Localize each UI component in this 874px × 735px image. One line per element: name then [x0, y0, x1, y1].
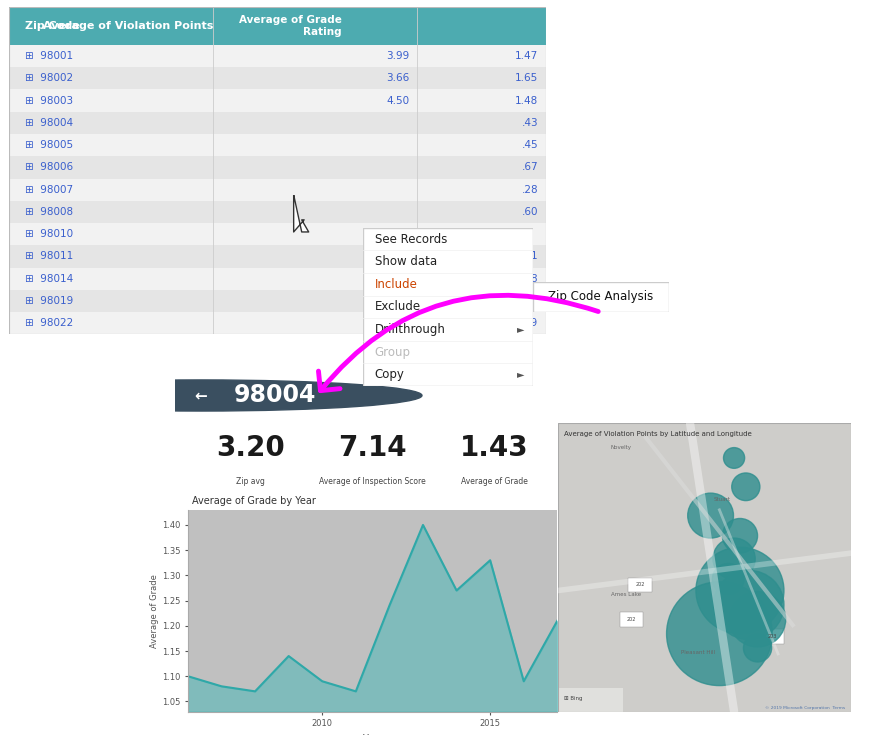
Text: ←: ← — [195, 388, 207, 403]
Text: ⊞ Bing: ⊞ Bing — [564, 696, 582, 701]
Text: Zip avg: Zip avg — [236, 477, 265, 486]
FancyBboxPatch shape — [9, 67, 546, 90]
Text: ⊞  98008: ⊞ 98008 — [24, 207, 73, 217]
Text: Novelty: Novelty — [611, 445, 632, 451]
Text: 1.39: 1.39 — [515, 318, 538, 329]
Text: 7.14: 7.14 — [338, 434, 407, 462]
Text: .67: .67 — [522, 162, 538, 173]
Text: Average of Grade: Average of Grade — [461, 477, 528, 486]
Text: 4.58: 4.58 — [386, 296, 409, 306]
Text: .28: .28 — [522, 184, 538, 195]
Text: Average of Inspection Score: Average of Inspection Score — [319, 477, 426, 486]
Text: Drillthrough: Drillthrough — [375, 323, 446, 336]
Text: ⊞  98006: ⊞ 98006 — [24, 162, 73, 173]
Text: Average of Violation Points by Latitude and Longitude: Average of Violation Points by Latitude … — [564, 431, 752, 437]
Text: Exclude: Exclude — [375, 301, 420, 313]
Circle shape — [0, 380, 422, 411]
FancyBboxPatch shape — [9, 312, 546, 334]
Text: 1.43: 1.43 — [461, 434, 529, 462]
Text: 4.50: 4.50 — [386, 96, 409, 106]
Text: ⊞  98011: ⊞ 98011 — [24, 251, 73, 262]
Text: ⊞  98014: ⊞ 98014 — [24, 273, 73, 284]
Circle shape — [713, 570, 784, 639]
Text: 202: 202 — [635, 582, 645, 587]
Circle shape — [730, 592, 786, 647]
Text: 3.99: 3.99 — [386, 51, 409, 61]
Circle shape — [688, 493, 733, 538]
FancyBboxPatch shape — [9, 201, 546, 223]
Text: ►: ► — [517, 370, 524, 379]
X-axis label: Year: Year — [363, 734, 383, 735]
Circle shape — [667, 582, 773, 686]
Text: .18: .18 — [522, 273, 538, 284]
Text: Stuart: Stuart — [713, 497, 731, 502]
Text: 1.47: 1.47 — [515, 51, 538, 61]
Circle shape — [696, 548, 784, 634]
Text: ⊞  98001: ⊞ 98001 — [24, 51, 73, 61]
Text: 3.66: 3.66 — [386, 74, 409, 83]
Text: Group: Group — [375, 345, 411, 359]
Circle shape — [732, 473, 760, 501]
Bar — [558, 689, 622, 711]
FancyBboxPatch shape — [363, 228, 533, 386]
FancyBboxPatch shape — [9, 179, 546, 201]
Text: 98004: 98004 — [233, 384, 316, 407]
Text: Include: Include — [375, 278, 418, 291]
Text: 1.48: 1.48 — [515, 96, 538, 106]
Text: © 2019 Microsoft Corporation  Terms: © 2019 Microsoft Corporation Terms — [766, 706, 845, 709]
FancyBboxPatch shape — [558, 423, 851, 711]
Polygon shape — [294, 195, 309, 232]
Y-axis label: Average of Grade: Average of Grade — [150, 574, 159, 648]
Text: ⊞  98010: ⊞ 98010 — [24, 229, 73, 239]
Text: .60: .60 — [522, 207, 538, 217]
FancyBboxPatch shape — [9, 112, 546, 134]
FancyBboxPatch shape — [9, 134, 546, 157]
Circle shape — [712, 564, 744, 595]
FancyBboxPatch shape — [533, 282, 669, 312]
FancyBboxPatch shape — [9, 7, 546, 45]
Text: 203: 203 — [767, 634, 777, 639]
Text: Copy: Copy — [375, 368, 405, 381]
Text: Zip Code: Zip Code — [24, 21, 80, 31]
Text: ⊞  98004: ⊞ 98004 — [24, 118, 73, 128]
Text: Pleasant Hill: Pleasant Hill — [681, 650, 715, 655]
Text: ⊞  98007: ⊞ 98007 — [24, 184, 73, 195]
Text: .43: .43 — [522, 118, 538, 128]
Bar — [620, 612, 643, 626]
FancyBboxPatch shape — [9, 90, 546, 112]
Bar — [628, 578, 652, 592]
FancyBboxPatch shape — [9, 45, 546, 67]
Text: ⊞  98005: ⊞ 98005 — [24, 140, 73, 150]
Text: 202: 202 — [627, 617, 636, 622]
Text: ⊞  98022: ⊞ 98022 — [24, 318, 73, 329]
Text: ⊞  98003: ⊞ 98003 — [24, 96, 73, 106]
Text: Ames Lake: Ames Lake — [611, 592, 641, 598]
Text: See Records: See Records — [375, 233, 447, 245]
Circle shape — [722, 518, 758, 553]
Text: 1.65: 1.65 — [515, 74, 538, 83]
FancyBboxPatch shape — [9, 268, 546, 290]
Text: Zip Code Analysis: Zip Code Analysis — [548, 290, 654, 304]
Circle shape — [724, 448, 745, 468]
FancyBboxPatch shape — [9, 157, 546, 179]
Text: 3.20: 3.20 — [217, 434, 285, 462]
Bar — [760, 629, 784, 644]
Text: Average of Grade
Rating: Average of Grade Rating — [239, 15, 342, 37]
Text: .61: .61 — [522, 251, 538, 262]
FancyBboxPatch shape — [9, 245, 546, 268]
Text: ⊞  98002: ⊞ 98002 — [24, 74, 73, 83]
Text: .45: .45 — [522, 140, 538, 150]
Circle shape — [713, 538, 755, 580]
Text: Zip Code Analysis: Zip Code Analysis — [687, 387, 848, 404]
Text: ►: ► — [517, 324, 524, 334]
Text: Average of Violation Points: Average of Violation Points — [43, 21, 213, 31]
FancyBboxPatch shape — [9, 290, 546, 312]
Text: Show data: Show data — [375, 255, 437, 268]
Circle shape — [744, 634, 772, 662]
FancyBboxPatch shape — [9, 223, 546, 245]
Text: 2.90: 2.90 — [386, 318, 409, 329]
Text: ⊞  98019: ⊞ 98019 — [24, 296, 73, 306]
Text: Average of Grade by Year: Average of Grade by Year — [191, 496, 316, 506]
Text: 1.22: 1.22 — [515, 296, 538, 306]
